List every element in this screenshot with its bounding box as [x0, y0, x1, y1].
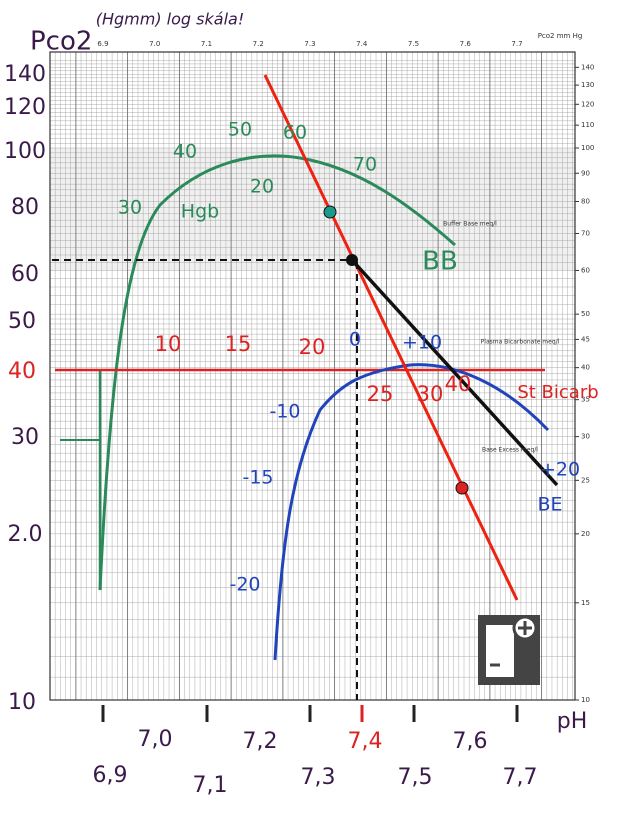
subtitle: (Hgmm) log skála!	[96, 10, 244, 29]
bb-labels: 20	[250, 176, 274, 198]
right-tick-label: 30	[581, 433, 590, 441]
st-bicarb-labels: 40	[445, 372, 472, 396]
black-line	[350, 258, 559, 487]
bottom-row2: 7,7	[503, 765, 538, 790]
right-tick-label: 90	[581, 169, 590, 177]
be-labels: 0	[349, 329, 361, 351]
right-tick-label: 110	[581, 121, 594, 129]
right-tick-label: 50	[581, 310, 590, 318]
st-bicarb-labels: 10	[155, 332, 182, 356]
axis-label: Pco2 mm Hg	[538, 32, 583, 40]
printed-notes: Plasma Bicarbonate meq/l	[481, 339, 560, 346]
left-labels: 40	[8, 359, 36, 384]
be-curve	[273, 363, 550, 661]
right-tick-label: 70	[581, 230, 590, 238]
bottom-row2: 7,1	[193, 773, 228, 798]
right-tick-label: 140	[581, 63, 594, 71]
right-tick-label: 60	[581, 266, 590, 274]
plot-frame	[49, 51, 576, 701]
point	[455, 481, 469, 495]
printed-notes: Base Excess meq/l	[482, 447, 538, 454]
st-bicarb-labels: St Bicarb	[517, 382, 598, 403]
st-bicarb-labels: 25	[367, 382, 394, 406]
bottom-row1: 7,2	[243, 729, 278, 754]
right-tick-label: 120	[581, 100, 594, 108]
top-tick-label: 7.1	[201, 40, 212, 48]
logo	[490, 621, 532, 667]
right-tick-label: 35	[581, 396, 590, 404]
bottom-row2: 6,9	[93, 763, 128, 788]
top-tick-label: 7.6	[460, 40, 472, 48]
be-labels: BE	[537, 494, 562, 516]
printed-notes: Buffer Base meq/l	[443, 221, 497, 228]
bb-curve	[98, 154, 456, 591]
bottom-row1: 7,6	[453, 729, 488, 754]
left-labels: 2.0	[8, 522, 43, 547]
right-tick-label: 15	[581, 599, 590, 607]
right-tick-label: 130	[581, 81, 594, 89]
bottom-row2: 7,5	[398, 765, 433, 790]
right-tick-label: 45	[581, 335, 590, 343]
logo	[486, 625, 514, 677]
bb-labels: 50	[228, 119, 252, 141]
left-labels: 50	[8, 309, 36, 334]
right-tick-label: 25	[581, 476, 590, 484]
left-labels: 60	[11, 262, 39, 287]
bottom-row1: 7,4	[348, 729, 383, 754]
bottom-row1: pH	[557, 709, 588, 734]
right-tick-label: 20	[581, 530, 590, 538]
left-labels: 80	[11, 195, 39, 220]
left-labels: 120	[4, 95, 46, 120]
title: Pco2	[30, 27, 92, 57]
top-tick-label: 7.0	[149, 40, 160, 48]
st-bicarb-labels: 30	[417, 382, 444, 406]
bb-labels: 40	[173, 141, 197, 163]
right-tick-label: 80	[581, 197, 590, 205]
top-tick-label: 7.4	[356, 40, 368, 48]
bottom-row2: 7,3	[301, 765, 336, 790]
left-labels: 30	[11, 425, 39, 450]
st-bicarb-labels: 15	[225, 332, 252, 356]
right-tick-label: 10	[581, 696, 590, 704]
left-labels: 140	[4, 62, 46, 87]
right-tick-label: 40	[581, 364, 590, 372]
be-labels: -20	[229, 574, 260, 596]
co2-line	[263, 74, 519, 601]
be-labels: -15	[242, 467, 273, 489]
be-labels: +10	[402, 332, 442, 354]
be-labels: +20	[540, 459, 580, 481]
point	[346, 254, 358, 266]
point	[323, 205, 337, 219]
be-labels: -10	[269, 401, 300, 423]
st-bicarb-labels: 20	[299, 335, 326, 359]
bb-labels: Hgb	[181, 201, 219, 223]
bottom-row1: 7,0	[138, 727, 173, 752]
left-labels: 100	[4, 139, 46, 164]
top-tick-label: 7.3	[304, 40, 315, 48]
top-tick-label: 7.7	[511, 40, 522, 48]
top-tick-label: 7.5	[408, 40, 419, 48]
labels: 1015202530354045506070809010011012013014…	[4, 10, 599, 799]
left-labels: 10	[8, 690, 36, 715]
top-tick-label: 7.2	[253, 40, 264, 48]
bb-labels: 70	[353, 154, 377, 176]
bb-labels: 60	[283, 122, 307, 144]
top-tick-label: 6.9	[97, 40, 108, 48]
grid	[49, 52, 575, 701]
bb-labels: 30	[118, 197, 142, 219]
bb-labels: BB	[422, 247, 458, 277]
right-tick-label: 100	[581, 144, 594, 152]
